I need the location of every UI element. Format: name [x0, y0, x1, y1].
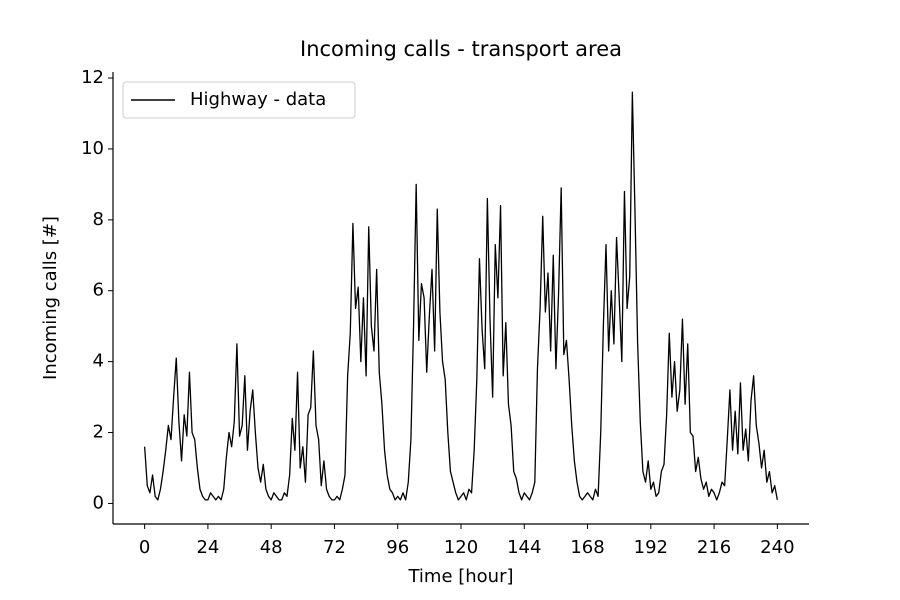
x-tick-label: 168 — [570, 537, 604, 558]
x-axis-label: Time [hour] — [407, 566, 513, 587]
x-tick-label: 72 — [323, 537, 346, 558]
y-tick-label: 10 — [81, 138, 104, 159]
x-tick-label: 216 — [697, 537, 731, 558]
x-tick-label: 24 — [196, 537, 219, 558]
legend-box — [122, 81, 356, 119]
data-line — [143, 91, 778, 501]
y-tick-label: 4 — [93, 351, 104, 372]
x-tick-label: 48 — [260, 537, 283, 558]
chart-title: Incoming calls - transport area — [300, 37, 622, 61]
y-tick-label: 0 — [93, 492, 104, 513]
x-tick-label: 120 — [444, 537, 478, 558]
y-tick-label: 8 — [93, 209, 104, 230]
x-tick-label: 240 — [760, 537, 794, 558]
x-tick-label: 96 — [386, 537, 409, 558]
y-tick-label: 2 — [93, 422, 104, 443]
x-tick-label: 192 — [634, 537, 668, 558]
y-tick-label: 6 — [93, 280, 104, 301]
x-tick-label: 144 — [507, 537, 541, 558]
y-axis-label: Incoming calls [#] — [40, 216, 61, 380]
legend-label: Highway - data — [190, 89, 326, 110]
y-tick-label: 12 — [81, 67, 104, 88]
x-tick-label: 0 — [139, 537, 150, 558]
